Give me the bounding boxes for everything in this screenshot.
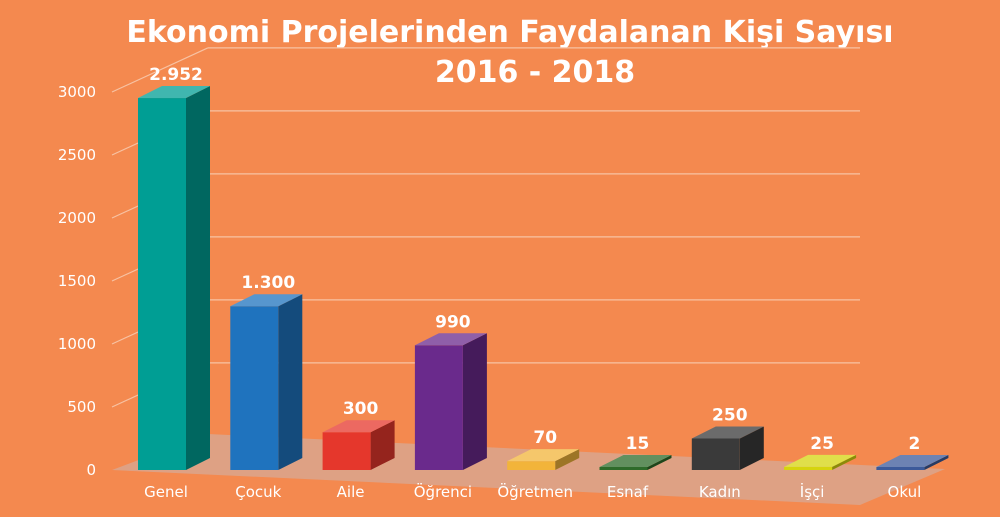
bar-genel: 2.952 bbox=[138, 65, 210, 470]
bar-top bbox=[414, 333, 487, 346]
y-tick-label: 2500 bbox=[58, 146, 96, 164]
bar-esnaf: 15 bbox=[599, 434, 672, 470]
x-tick-label: Kadın bbox=[699, 483, 741, 501]
data-label: 250 bbox=[712, 406, 748, 426]
bar-front bbox=[414, 345, 463, 470]
data-label: 300 bbox=[343, 399, 379, 419]
x-tick-label: Esnaf bbox=[607, 483, 649, 501]
bar-side bbox=[647, 455, 672, 470]
data-label: 2 bbox=[908, 434, 920, 454]
y-tick-label: 2000 bbox=[58, 209, 96, 227]
data-label: 15 bbox=[626, 434, 650, 454]
bar-kadın: 250 bbox=[691, 406, 764, 470]
bar-front bbox=[322, 432, 371, 470]
bar-front bbox=[691, 438, 740, 470]
y-axis: 0 500 1000 1500 2000 2500 3000 bbox=[58, 83, 96, 479]
x-tick-label: Okul bbox=[888, 483, 922, 501]
bars: 2.952 1.300 300 990 70 15 250 25 2 bbox=[138, 65, 949, 470]
chart-title-line2: 2016 - 2018 bbox=[435, 55, 635, 90]
x-tick-label: İşçi bbox=[800, 482, 825, 501]
bar-top bbox=[876, 455, 949, 467]
bar-top bbox=[507, 449, 580, 462]
data-label: 2.952 bbox=[149, 65, 203, 85]
bar-okul: 2 bbox=[876, 434, 949, 470]
data-label: 990 bbox=[435, 312, 471, 332]
x-tick-label: Genel bbox=[144, 483, 188, 501]
bar-front bbox=[876, 467, 925, 470]
bar-side bbox=[462, 333, 487, 470]
bar-öğretmen: 70 bbox=[507, 428, 580, 470]
bar-side bbox=[186, 86, 210, 470]
x-tick-label: Öğrenci bbox=[414, 482, 472, 501]
bar-side bbox=[555, 449, 580, 470]
y-tick-label: 1000 bbox=[58, 335, 96, 353]
bar-side bbox=[370, 420, 395, 470]
bar-aile: 300 bbox=[322, 399, 395, 470]
x-axis: Genel Çocuk Aile Öğrenci Öğretmen Esnaf Kadın İ… bbox=[144, 482, 921, 501]
data-label: 25 bbox=[810, 434, 834, 454]
bar-top bbox=[599, 455, 672, 467]
x-tick-label: Aile bbox=[337, 483, 365, 501]
bar-front bbox=[507, 461, 556, 470]
data-label: 70 bbox=[533, 428, 557, 448]
bar-front bbox=[599, 467, 648, 470]
bar-side bbox=[924, 455, 949, 470]
bar-i̇şçi: 25 bbox=[784, 434, 857, 470]
bar-top bbox=[784, 454, 857, 467]
bar-side bbox=[832, 454, 857, 470]
bar-top bbox=[322, 420, 395, 433]
grid-line-diag bbox=[111, 47, 209, 93]
bar-side bbox=[739, 426, 764, 470]
x-tick-label: Çocuk bbox=[235, 483, 281, 501]
y-tick-label: 0 bbox=[86, 461, 96, 479]
data-label: 1.300 bbox=[241, 273, 295, 293]
bar-side bbox=[278, 294, 303, 470]
bar-top bbox=[230, 294, 303, 307]
y-tick-label: 1500 bbox=[58, 272, 96, 290]
bar-top bbox=[138, 86, 210, 99]
bar-top bbox=[691, 426, 764, 439]
bar-front bbox=[230, 306, 279, 470]
bar-front bbox=[138, 98, 186, 470]
chart-title-line1: Ekonomi Projelerinden Faydalanan Kişi Sa… bbox=[126, 15, 893, 50]
bar-front bbox=[784, 466, 833, 470]
y-tick-label: 500 bbox=[67, 398, 96, 416]
bar-çocuk: 1.300 bbox=[230, 273, 303, 470]
bar-öğrenci: 990 bbox=[414, 312, 487, 470]
y-tick-label: 3000 bbox=[58, 83, 96, 101]
x-tick-label: Öğretmen bbox=[497, 482, 573, 501]
